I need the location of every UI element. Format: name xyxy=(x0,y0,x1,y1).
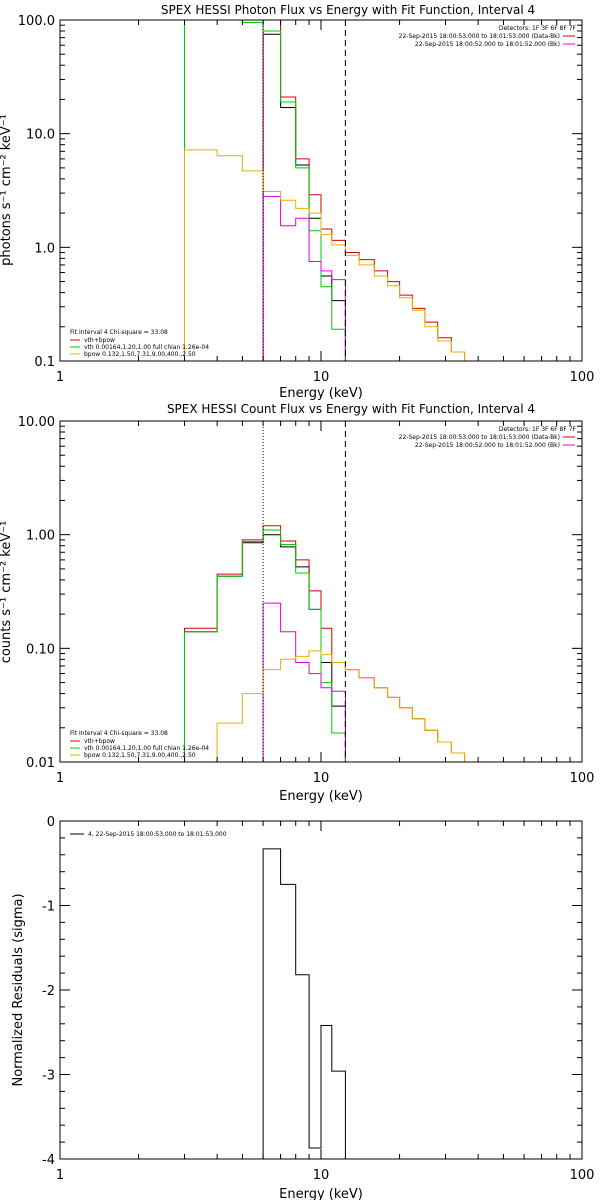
photon-legend: Fit Interval 4 Chi-square = 33.08 vth+bp… xyxy=(70,329,209,358)
count-legend-bpow: bpow 0.132,1.50,7.31,9.00,400.,2.50 xyxy=(84,752,196,759)
count-series-group xyxy=(184,421,492,763)
photon-plot-frame xyxy=(59,19,583,362)
photon-x-tick-label: 10 xyxy=(313,370,330,385)
residuals-y-axis-label: Normalized Residuals (sigma) xyxy=(11,893,26,1086)
count-x-tick-label: 1 xyxy=(56,771,64,786)
residuals-series-group xyxy=(262,848,346,1159)
count-legend-total: vth+bpow xyxy=(84,738,115,745)
photon-chart-title: SPEX HESSI Photon Flux vs Energy with Fi… xyxy=(161,3,535,17)
count-series-thin xyxy=(184,650,492,763)
count-y-tick-label: 1.00 xyxy=(26,529,55,544)
residuals-panel: 1 10 100 -4 -3 -2 -1 0 Energy (keV) Normalized … xyxy=(11,815,594,1200)
residuals-y-tick-label: -4 xyxy=(42,1153,55,1168)
count-flux-panel: SPEX HESSI Count Flux vs Energy with Fit… xyxy=(0,402,594,804)
photon-legend-vth: vth 0.00164,1.20,1.00 full chian 1.26e-0… xyxy=(84,344,209,351)
photon-y-tick-label: 100.0 xyxy=(18,14,55,29)
count-header-line: 22-Sep-2015 18:00:52.000 to 18:01:52.000… xyxy=(415,442,560,449)
count-legend: Fit Interval 4 Chi-square = 33.08 vth+bp… xyxy=(70,730,209,759)
photon-series-data xyxy=(262,33,346,361)
count-series-vth xyxy=(184,529,346,762)
count-series-total xyxy=(184,525,492,763)
photon-series-total xyxy=(262,19,479,362)
photon-y-tick-label: 10.0 xyxy=(26,128,55,143)
residuals-series-data xyxy=(262,848,346,1159)
residuals-y-tick-label: -3 xyxy=(42,1069,55,1084)
photon-y-tick-label: 1.0 xyxy=(34,241,55,256)
photon-legend-fit: Fit Interval 4 Chi-square = 33.08 xyxy=(70,329,168,336)
residuals-x-tick-label: 10 xyxy=(313,1168,330,1183)
count-legend-vth: vth 0.00164,1.20,1.00 full chian 1.26e-0… xyxy=(84,745,209,752)
photon-axes: 1 10 100 0.1 1.0 10.0 100.0 xyxy=(18,14,595,385)
count-x-tick-label: 10 xyxy=(313,771,330,786)
residuals-x-tick-label: 1 xyxy=(56,1168,64,1183)
count-y-tick-label: 10.00 xyxy=(18,415,55,430)
photon-y-axis-label: photons s⁻¹ cm⁻² keV⁻¹ xyxy=(0,114,14,266)
count-header: Detectors: 1F 3F 6F 8F 7F 22-Sep-2015 18… xyxy=(399,426,577,449)
count-header-line: Detectors: 1F 3F 6F 8F 7F xyxy=(499,426,577,433)
photon-flux-panel: SPEX HESSI Photon Flux vs Energy with Fi… xyxy=(0,3,594,401)
residuals-y-tick-label: -2 xyxy=(42,984,55,999)
photon-y-tick-label: 0.1 xyxy=(34,355,55,370)
count-x-axis-label: Energy (keV) xyxy=(279,789,363,804)
residuals-legend-label: 4, 22-Sep-2015 18:00:53.000 to 18:01:53.… xyxy=(88,831,227,838)
count-y-tick-label: 0.01 xyxy=(26,756,55,771)
residuals-x-axis-label: Energy (keV) xyxy=(279,1187,363,1200)
residuals-y-tick-label: 0 xyxy=(47,815,55,830)
photon-x-tick-label: 100 xyxy=(570,370,595,385)
photon-series-bpow xyxy=(262,196,346,361)
residuals-x-tick-label: 100 xyxy=(570,1168,595,1183)
photon-header: Detectors: 1F 3F 6F 8F 7F 22-Sep-2015 18… xyxy=(399,25,577,48)
count-x-tick-label: 100 xyxy=(570,771,595,786)
photon-x-tick-label: 1 xyxy=(56,370,64,385)
count-y-axis-label: counts s⁻¹ cm⁻² keV⁻¹ xyxy=(0,521,14,664)
count-chart-title: SPEX HESSI Count Flux vs Energy with Fit… xyxy=(167,402,535,416)
photon-series-vth xyxy=(184,19,346,361)
photon-header-line: Detectors: 1F 3F 6F 8F 7F xyxy=(499,25,577,32)
residuals-axes: 1 10 100 -4 -3 -2 -1 0 xyxy=(42,815,594,1183)
photon-header-line: 22-Sep-2015 18:00:53.000 to 18:01:53.000… xyxy=(399,33,560,40)
count-axes: 1 10 100 0.01 0.10 1.00 10.00 xyxy=(18,415,595,786)
photon-legend-bpow: bpow 0.132,1.50,7.31,9.00,400.,2.50 xyxy=(84,351,196,358)
photon-series-group xyxy=(184,19,479,362)
count-y-tick-label: 0.10 xyxy=(26,642,55,657)
residuals-legend: 4, 22-Sep-2015 18:00:53.000 to 18:01:53.… xyxy=(70,831,227,838)
photon-legend-total: vth+bpow xyxy=(84,337,115,344)
photon-x-axis-label: Energy (keV) xyxy=(279,386,363,401)
count-series-bpow xyxy=(262,602,346,762)
count-header-line: 22-Sep-2015 18:00:53.000 to 18:01:53.000… xyxy=(399,434,560,441)
residuals-y-tick-label: -1 xyxy=(42,900,55,915)
count-legend-fit: Fit Interval 4 Chi-square = 33.08 xyxy=(70,730,168,737)
photon-header-line: 22-Sep-2015 18:00:52.000 to 18:01:52.000… xyxy=(415,41,560,48)
